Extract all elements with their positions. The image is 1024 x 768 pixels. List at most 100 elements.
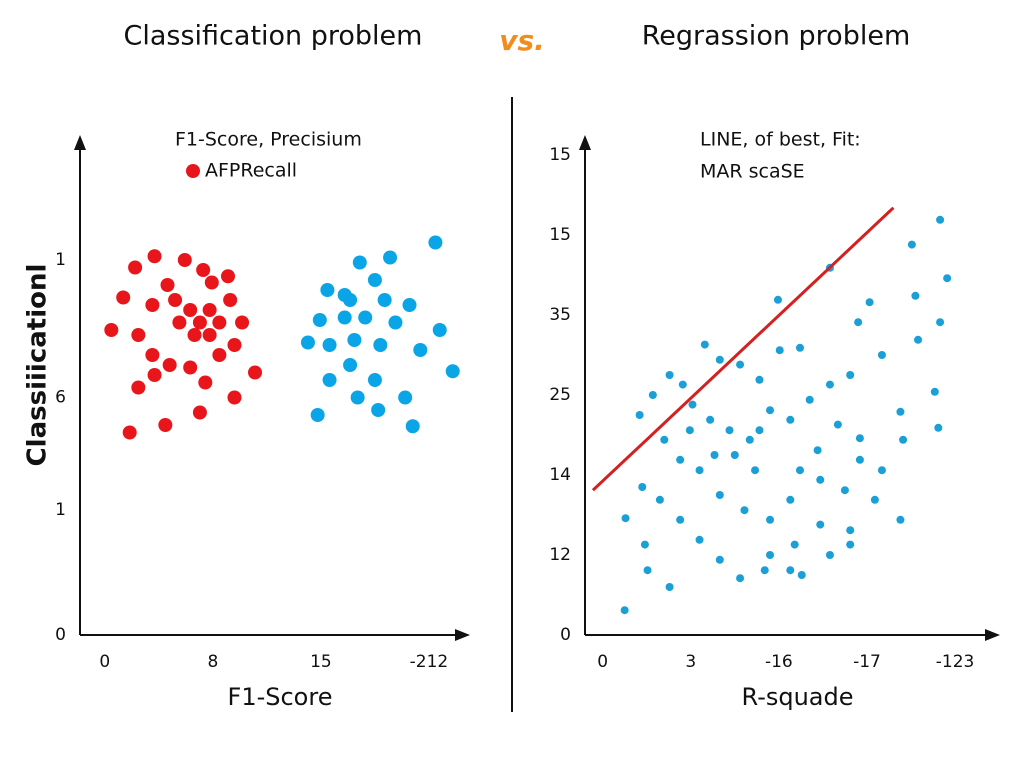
point [745, 435, 754, 444]
point [445, 364, 460, 379]
point [196, 263, 211, 277]
point [943, 274, 952, 283]
point [766, 515, 775, 524]
x-tick-label: -16 [765, 652, 793, 672]
point [715, 491, 724, 499]
y-tick-label: 0 [55, 625, 66, 645]
point [248, 365, 263, 380]
point [685, 426, 694, 435]
point [934, 423, 943, 432]
point [688, 400, 697, 409]
x-axis-arrow [985, 629, 1000, 641]
x-axis-label: R-squade [741, 683, 853, 711]
point [221, 269, 236, 284]
point [775, 346, 784, 355]
point [786, 415, 795, 424]
point [177, 253, 192, 267]
point [736, 574, 745, 583]
point [715, 355, 724, 364]
point [805, 395, 814, 404]
point [790, 540, 799, 549]
y-tick-label: 15 [549, 225, 571, 245]
point [736, 360, 745, 369]
x-axis-label: F1-Score [228, 683, 333, 711]
point [855, 434, 864, 443]
point [373, 338, 388, 352]
y-axis-arrow [579, 135, 591, 150]
point [665, 371, 674, 379]
y-axis-arrow [74, 135, 86, 150]
point [877, 466, 886, 475]
x-tick-label: 8 [207, 652, 218, 672]
x-axis-arrow [455, 629, 470, 641]
point [147, 368, 162, 382]
y-tick-label: 1 [55, 250, 66, 270]
point [402, 298, 417, 312]
point [122, 425, 137, 440]
y-tick-label: 0 [560, 625, 571, 645]
point [310, 408, 325, 422]
point [700, 340, 709, 349]
point [223, 293, 238, 307]
annotation: MAR scaSE [700, 161, 805, 183]
point [312, 313, 327, 327]
point [911, 291, 920, 300]
point [371, 403, 386, 417]
point [825, 551, 834, 559]
point [676, 455, 685, 464]
point [660, 435, 669, 444]
point [168, 293, 183, 307]
legend-title: F1-Score, Precisium [175, 129, 362, 151]
point [655, 495, 664, 504]
y-tick-label: 14 [549, 465, 571, 485]
point [620, 606, 629, 615]
point [816, 475, 825, 484]
point [347, 333, 362, 347]
y-tick-label: 1 [55, 500, 66, 520]
point [755, 375, 764, 384]
x-tick-label: 15 [310, 652, 332, 672]
point [678, 380, 687, 389]
point [914, 335, 923, 344]
point [187, 328, 202, 342]
fit-line [591, 206, 895, 492]
point [104, 323, 119, 337]
x-tick-label: 0 [597, 652, 608, 672]
x-tick-label: -123 [936, 652, 975, 672]
point [840, 486, 849, 495]
x-tick-label: -17 [853, 652, 881, 672]
chart-title: Classification problem [124, 21, 423, 52]
point [322, 338, 337, 352]
point [405, 419, 420, 434]
point [147, 249, 162, 264]
point [145, 298, 160, 312]
point [300, 335, 315, 350]
y-tick-label: 35 [549, 305, 571, 325]
point [865, 298, 874, 307]
legend-marker [186, 164, 200, 178]
point [350, 390, 365, 405]
point [896, 407, 905, 416]
point [877, 351, 886, 359]
point [158, 418, 173, 432]
point [846, 540, 855, 549]
point [432, 323, 447, 337]
point [773, 295, 782, 304]
y-tick-label: 25 [549, 385, 571, 405]
point [797, 571, 806, 579]
point [235, 315, 250, 330]
point [227, 338, 242, 352]
point [730, 451, 739, 459]
legend-label: AFPRecall [205, 160, 297, 182]
point [766, 406, 775, 415]
point [936, 318, 945, 327]
point [172, 315, 187, 330]
point [786, 566, 795, 575]
y-axis-label: Classiiicationl [23, 264, 53, 467]
y-tick-label: 6 [55, 388, 66, 408]
point [204, 275, 219, 290]
point [816, 520, 825, 529]
point [388, 315, 403, 330]
point [786, 495, 795, 504]
